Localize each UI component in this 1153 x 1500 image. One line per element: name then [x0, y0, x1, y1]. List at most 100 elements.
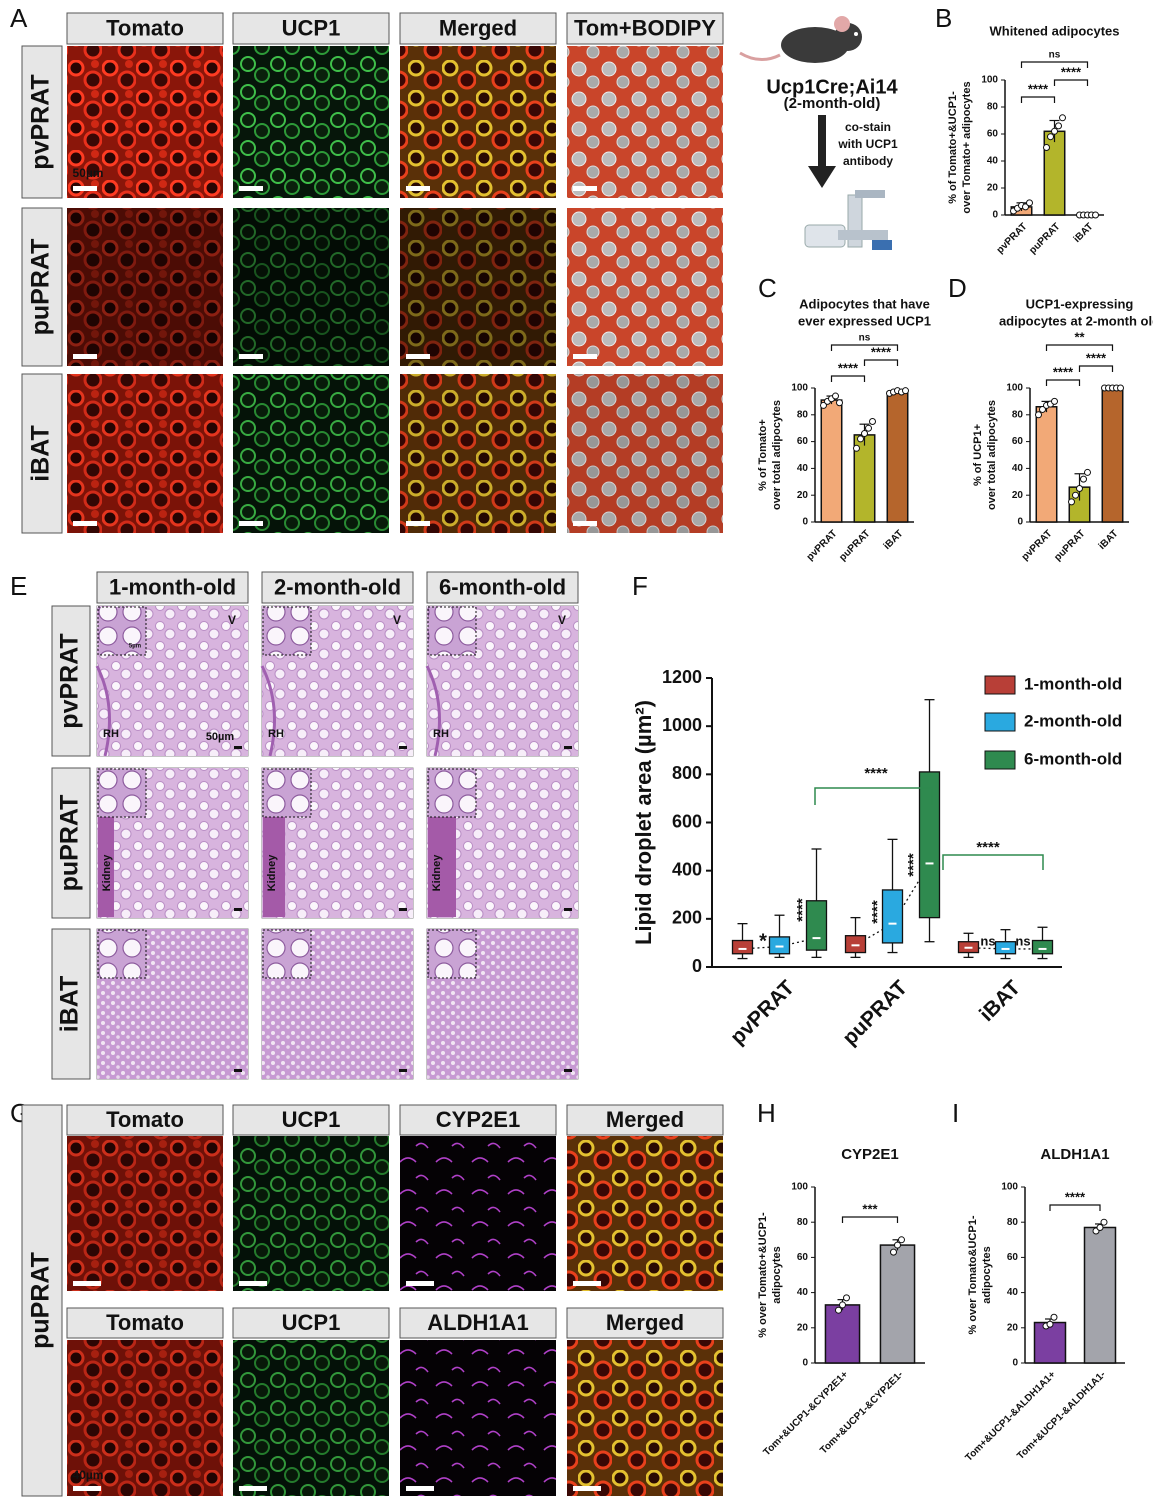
data-point	[843, 1294, 850, 1302]
y-tick-label: 100	[791, 1182, 808, 1193]
micrograph	[233, 1136, 389, 1291]
staining-step: antibody	[843, 154, 893, 168]
x-tick-label: pvPRAT	[726, 976, 799, 1049]
y-tick-label: 80	[797, 409, 809, 420]
legend-label: 2-month-old	[1024, 711, 1122, 730]
vessel-label: V	[393, 613, 401, 627]
column-header: Merged	[439, 15, 517, 40]
scale-bar	[564, 746, 572, 749]
y-axis-label: over total adipocytes	[771, 400, 783, 510]
data-point	[1039, 405, 1046, 413]
x-tick-label: Tom+&UCP1-&ALDH1A1+	[964, 1369, 1059, 1464]
row-label: pvPRAT	[27, 74, 55, 169]
scale-bar	[406, 186, 430, 191]
significance-label: ****	[976, 839, 1000, 856]
significance-label: ****	[1086, 350, 1107, 365]
y-tick-label: 60	[1007, 1252, 1019, 1263]
y-axis-label: % of Tomato+&UCP1-	[947, 91, 959, 204]
legend-swatch	[984, 750, 1016, 770]
row-label-box	[21, 207, 63, 367]
inset	[427, 606, 477, 656]
panel-letter: B	[935, 3, 952, 33]
scale-bar	[573, 1486, 601, 1491]
chart-title: CYP2E1	[841, 1146, 899, 1163]
column-header: 1-month-old	[109, 574, 236, 599]
micrograph	[233, 374, 389, 533]
y-tick-label: 1200	[662, 667, 702, 687]
bar	[879, 1244, 916, 1364]
data-point	[1068, 498, 1075, 506]
inset	[262, 929, 312, 979]
chart-title: ever expressed UCP1	[798, 313, 931, 328]
data-point	[836, 399, 843, 407]
y-axis-label: over Tomato+ adipocytes	[961, 81, 973, 213]
box	[731, 939, 754, 955]
x-tick-label: iBAT	[975, 976, 1025, 1026]
data-point	[853, 444, 860, 452]
column-header: Tomato	[106, 1107, 184, 1132]
data-point	[869, 418, 876, 425]
significance-label: ****	[905, 853, 922, 877]
significance-bracket	[1045, 344, 1114, 351]
significance-label: *	[759, 930, 767, 952]
significance-bracket	[1053, 79, 1089, 86]
row-label: puPRAT	[27, 239, 55, 336]
significance-label: ns	[1049, 50, 1061, 61]
y-tick-label: 40	[797, 463, 809, 474]
y-tick-label: 400	[672, 859, 702, 879]
column-header: Tom+BODIPY	[574, 15, 716, 40]
y-axis-label: % of UCP1+	[972, 424, 984, 486]
significance-label: ****	[1053, 364, 1074, 379]
y-tick-label: 40	[987, 156, 999, 167]
row-label: iBAT	[56, 976, 84, 1032]
y-tick-label: 20	[1012, 490, 1024, 501]
scale-bar	[573, 354, 597, 359]
micrograph	[567, 208, 723, 366]
column-header: Merged	[606, 1310, 684, 1335]
inset	[97, 768, 147, 818]
significance-bracket	[1020, 96, 1056, 103]
y-tick-label: 0	[802, 517, 808, 528]
box	[918, 771, 941, 919]
inset	[262, 768, 312, 818]
vessel-label: V	[558, 613, 566, 627]
column-header: CYP2E1	[436, 1107, 520, 1132]
row-label-box	[21, 45, 63, 199]
column-header: Merged	[606, 1107, 684, 1132]
y-tick-label: 20	[1007, 1322, 1019, 1333]
y-tick-label: 80	[987, 102, 999, 113]
micrograph-shade	[67, 208, 223, 366]
y-tick-label: 40	[797, 1287, 809, 1298]
significance-bracket	[1020, 61, 1089, 68]
micrograph	[400, 1340, 556, 1496]
kidney-outline	[425, 665, 441, 757]
chart-title: ALDH1A1	[1040, 1146, 1109, 1163]
column-header-box	[232, 12, 390, 45]
data-point	[1072, 491, 1079, 499]
x-tick-label: puPRAT	[838, 976, 912, 1050]
y-tick-label: 40	[1007, 1287, 1019, 1298]
column-header: 2-month-old	[274, 574, 401, 599]
data-point	[894, 1241, 901, 1249]
significance-label: ns	[859, 333, 871, 344]
micrograph-shade	[233, 1340, 389, 1496]
column-header-box	[66, 1307, 224, 1339]
box	[994, 941, 1017, 955]
data-point	[1096, 1223, 1104, 1231]
micrograph-shade	[67, 374, 223, 533]
micrograph	[67, 208, 223, 366]
column-header-box	[232, 1307, 390, 1339]
data-point	[898, 1236, 905, 1244]
micrograph-shade	[400, 374, 556, 533]
data-point	[839, 1301, 846, 1309]
panel-letter: D	[948, 273, 967, 303]
data-point	[1059, 114, 1066, 122]
row-label: puPRAT	[27, 1252, 55, 1349]
inset	[427, 929, 477, 979]
data-point	[1100, 1218, 1108, 1226]
scale-bar	[234, 1069, 242, 1072]
y-tick-label: 80	[1007, 1217, 1019, 1228]
y-tick-label: 0	[802, 1358, 808, 1369]
staining-step: co-stain	[845, 120, 891, 134]
data-point	[820, 401, 827, 409]
